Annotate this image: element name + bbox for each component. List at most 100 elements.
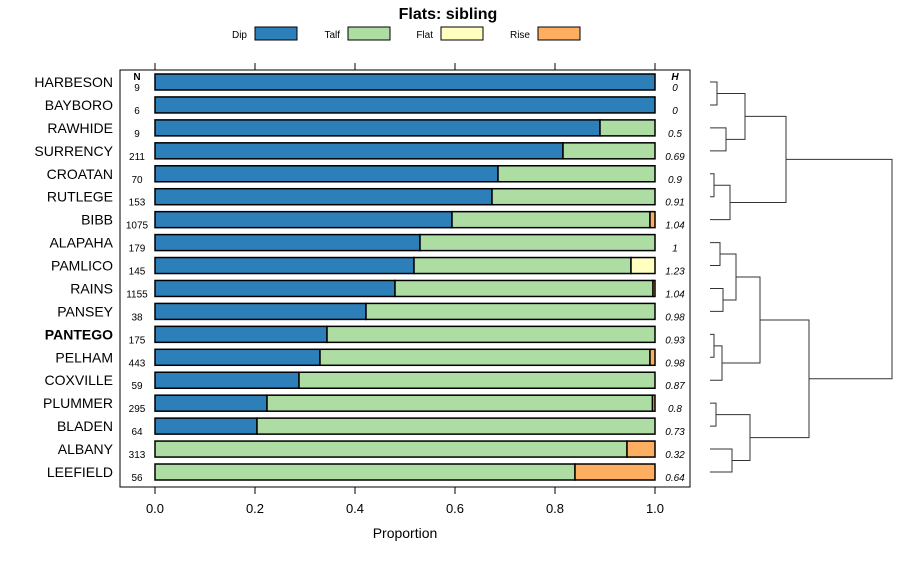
bar-segment-rise [651, 394, 656, 412]
category-label: HARBESON [34, 74, 113, 90]
n-value: 175 [129, 335, 146, 346]
bar-segment-rise [574, 463, 656, 481]
category-label: PAMLICO [51, 258, 113, 274]
bar-segment-dip [154, 96, 656, 114]
h-value: 0.69 [665, 152, 685, 163]
category-label: BAYBORO [45, 97, 113, 113]
n-value: 295 [129, 404, 146, 415]
bar-segment-talf [256, 417, 656, 435]
dendrogram-branch [786, 158, 893, 380]
n-header: N [133, 72, 140, 83]
n-value: 9 [134, 129, 140, 140]
x-tick-label: 1.0 [646, 501, 664, 516]
category-label: PANTEGO [45, 326, 113, 342]
h-value: 1.04 [665, 221, 685, 232]
h-header: H [671, 72, 679, 83]
category-label: PANSEY [57, 303, 113, 319]
x-tick-label: 0.2 [246, 501, 264, 516]
bar-segment-dip [154, 302, 367, 321]
bar-rows: HARBESON 9 0 BAYBORO 6 0 RAWHIDE 9 0.5 SURRENCY 21… [34, 73, 685, 484]
h-value: 0.73 [665, 427, 685, 438]
bar-segment-rise [652, 279, 656, 298]
n-value: 38 [131, 312, 143, 323]
h-value: 0.98 [665, 358, 685, 369]
x-tick-label: 0.4 [346, 501, 364, 516]
legend-label-dip: Dip [232, 30, 247, 41]
dendrogram-branch [722, 276, 761, 364]
category-label: BIBB [81, 212, 113, 228]
dendrogram-branch [710, 184, 731, 221]
n-value: 56 [131, 473, 143, 484]
h-value: 0.98 [665, 312, 685, 323]
h-value: 0.93 [665, 335, 685, 346]
category-label: BLADEN [57, 418, 113, 434]
dendrogram-branch [710, 333, 715, 358]
x-tick-label: 0.8 [546, 501, 564, 516]
bar-segment-talf [298, 371, 656, 389]
bar-segment-talf [365, 302, 656, 321]
x-axis-label: Proportion [373, 525, 438, 541]
bar-segment-talf [154, 440, 628, 458]
bar-segment-dip [154, 142, 564, 160]
bar-segment-dip [154, 187, 493, 206]
bar-segment-dip [154, 256, 415, 275]
legend-swatch-flat [440, 26, 484, 41]
bar-segment-dip [154, 325, 328, 344]
bar-segment-talf [497, 165, 656, 183]
bar-segment-talf [154, 463, 576, 481]
dendrogram-branch [710, 173, 715, 198]
n-value: 9 [134, 83, 140, 94]
dendrogram-branch [717, 92, 746, 140]
bar-segment-dip [154, 394, 268, 412]
h-value: 0.87 [665, 381, 685, 392]
category-label: COXVILLE [45, 372, 113, 388]
n-value: 70 [131, 175, 143, 186]
h-value: 0.32 [665, 450, 685, 461]
category-label: ALBANY [58, 441, 114, 457]
bar-segment-dip [154, 73, 656, 91]
x-tick-label: 0.0 [146, 501, 164, 516]
bar-segment-rise [626, 440, 656, 458]
bar-segment-talf [491, 187, 656, 206]
dendrogram-branch [716, 414, 751, 462]
n-value: 443 [129, 358, 146, 369]
bar-segment-talf [562, 142, 656, 160]
bar-segment-dip [154, 210, 453, 229]
dendrogram-branch [720, 253, 737, 301]
bar-segment-dip [154, 165, 499, 183]
n-value: 179 [129, 244, 146, 255]
n-value: 313 [129, 450, 146, 461]
dendrogram-branch [710, 242, 721, 267]
legend-label-rise: Rise [510, 30, 530, 41]
x-tick-label: 0.6 [446, 501, 464, 516]
legend-swatch-talf [347, 26, 391, 41]
h-value: 0.64 [665, 473, 685, 484]
n-value: 1155 [126, 289, 148, 300]
h-value: 0.8 [668, 404, 682, 415]
category-label: RAWHIDE [47, 120, 113, 136]
category-label: SURRENCY [34, 143, 113, 159]
h-value: 1 [672, 244, 678, 255]
legend-label-talf: Talf [324, 30, 340, 41]
legend-swatch-dip [254, 26, 298, 41]
bar-segment-dip [154, 348, 321, 367]
dendrogram-branch [710, 287, 724, 312]
category-label: RAINS [70, 280, 113, 296]
n-value: 64 [131, 427, 143, 438]
bar-segment-talf [413, 256, 632, 275]
h-value: 1.23 [665, 267, 685, 278]
bar-segment-talf [266, 394, 654, 412]
h-value: 0.91 [665, 198, 684, 209]
h-value: 1.04 [665, 289, 685, 300]
h-value: 0.5 [668, 129, 682, 140]
category-label: ALAPAHA [49, 235, 113, 251]
dendrogram [710, 81, 893, 473]
bar-segment-flat [630, 256, 656, 275]
n-value: 59 [131, 381, 143, 392]
bar-segment-rise [649, 210, 656, 229]
legend-swatch-rise [537, 26, 581, 41]
bar-segment-dip [154, 417, 258, 435]
n-value: 211 [129, 152, 145, 163]
n-value: 153 [129, 198, 146, 209]
